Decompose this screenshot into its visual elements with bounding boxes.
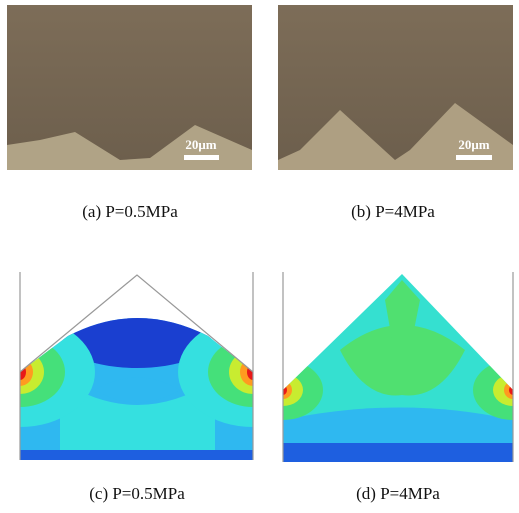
- contour-d: [243, 272, 519, 462]
- scale-bar: [184, 155, 219, 160]
- caption: (d) P=4MPa: [356, 484, 440, 503]
- caption: (c) P=0.5MPa: [89, 484, 185, 503]
- contour-c: [0, 272, 328, 462]
- scale-bar: [456, 155, 492, 160]
- page: {"panels": [ {"caption": "(a) P=0.5MPa",…: [0, 0, 519, 513]
- scale-bar-label: 20μm: [185, 137, 216, 152]
- scale-bar-label: 20μm: [458, 137, 489, 152]
- micrograph-a: 20μm: [7, 5, 252, 170]
- caption: (b) P=4MPa: [351, 202, 435, 221]
- figure: 20μm (a) P=0.5MPa 20μm (b) P=4MPa: [0, 0, 519, 513]
- caption: (a) P=0.5MPa: [82, 202, 178, 221]
- micrograph-b: 20μm: [278, 5, 513, 170]
